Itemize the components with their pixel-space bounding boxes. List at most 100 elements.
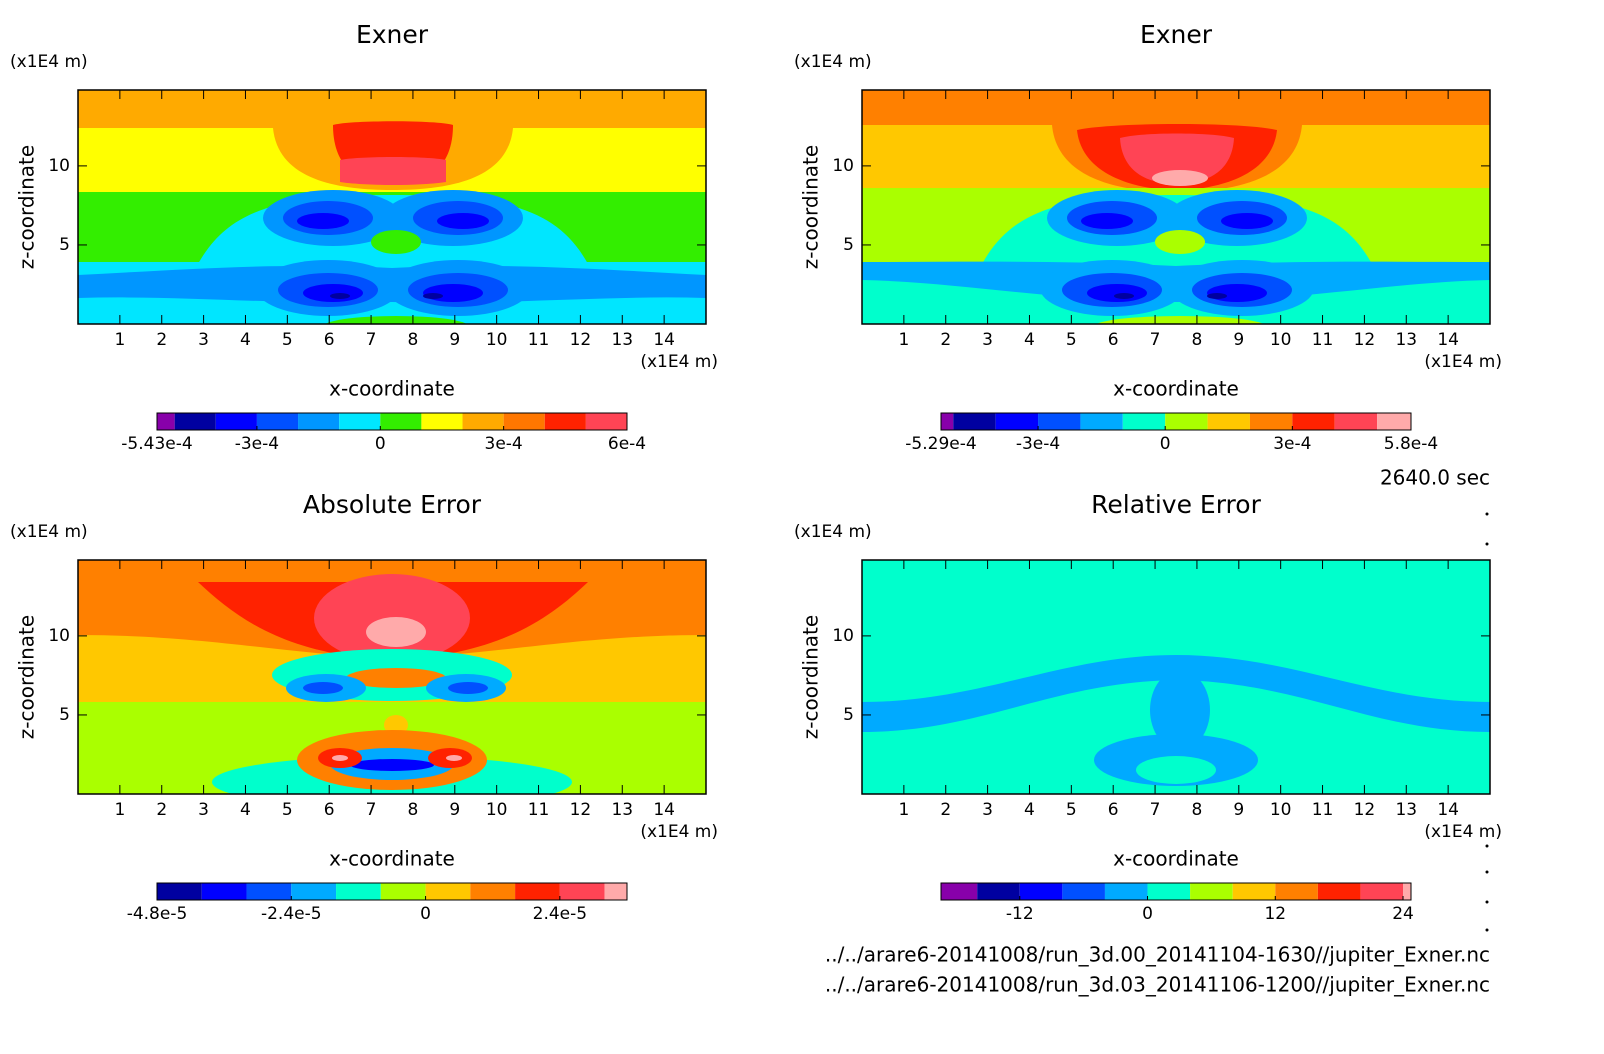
contour-field bbox=[78, 90, 706, 324]
x-tick-label: 5 bbox=[282, 330, 293, 350]
colorbar-segment bbox=[1122, 413, 1166, 430]
marker-dot bbox=[1485, 870, 1489, 874]
plot-frame bbox=[861, 559, 1491, 795]
colorbar-frame bbox=[940, 882, 1412, 901]
contour-region bbox=[1081, 213, 1133, 229]
chart-title: Exner bbox=[1140, 20, 1213, 49]
x-tick-label: 10 bbox=[486, 330, 508, 350]
contour-field bbox=[78, 560, 706, 794]
y-unit: (x1E4 m) bbox=[794, 52, 872, 72]
contour-region bbox=[340, 157, 446, 185]
x-unit: (x1E4 m) bbox=[640, 822, 718, 842]
colorbar-segment bbox=[246, 883, 292, 900]
colorbar-segment bbox=[256, 413, 299, 430]
x-tick-label: 8 bbox=[408, 800, 419, 820]
marker-dot bbox=[1485, 542, 1489, 546]
contour-region bbox=[423, 293, 443, 299]
plot-frame bbox=[861, 89, 1491, 325]
colorbar-tick-label: -3e-4 bbox=[235, 434, 279, 454]
contour-region bbox=[346, 668, 446, 688]
colorbar-segment bbox=[585, 413, 627, 430]
colorbar-tick-label: -2.4e-5 bbox=[261, 904, 322, 924]
colorbar-segment bbox=[157, 883, 202, 900]
marker-dot bbox=[1485, 844, 1489, 848]
colorbar-segment bbox=[1377, 413, 1411, 430]
contour-region bbox=[371, 230, 421, 254]
x-tick-label: 1 bbox=[114, 330, 125, 350]
x-tick-label: 5 bbox=[1066, 800, 1077, 820]
x-tick-label: 13 bbox=[1395, 330, 1417, 350]
x-tick-label: 3 bbox=[982, 330, 993, 350]
contour-region bbox=[332, 755, 348, 761]
contour-region bbox=[446, 755, 462, 761]
colorbar-segment bbox=[470, 883, 516, 900]
contour-region bbox=[1114, 293, 1134, 299]
x-tick-label: 8 bbox=[1192, 800, 1203, 820]
contour-region bbox=[1221, 213, 1273, 229]
y-tick-label: 5 bbox=[843, 705, 854, 725]
x-tick-label: 6 bbox=[1108, 800, 1119, 820]
colorbar-segment bbox=[559, 883, 605, 900]
x-axis-label: x-coordinate bbox=[1113, 377, 1239, 401]
y-axis-label: z-coordinate bbox=[799, 145, 823, 269]
contour-region bbox=[297, 213, 349, 229]
x-tick-label: 9 bbox=[449, 800, 460, 820]
colorbar-segment bbox=[941, 883, 978, 900]
colorbar-segment bbox=[1062, 883, 1105, 900]
x-tick-label: 5 bbox=[1066, 330, 1077, 350]
colorbar-segment bbox=[298, 413, 340, 430]
y-tick-label: 10 bbox=[48, 156, 70, 176]
colorbar-tick-label: 3e-4 bbox=[485, 434, 523, 454]
x-tick-label: 10 bbox=[1270, 330, 1292, 350]
x-tick-label: 14 bbox=[1437, 800, 1459, 820]
x-tick-label: 13 bbox=[611, 800, 633, 820]
x-tick-label: 1 bbox=[898, 330, 909, 350]
chart-title: Absolute Error bbox=[303, 490, 482, 519]
x-tick-label: 3 bbox=[198, 800, 209, 820]
colorbar-segment bbox=[174, 413, 216, 430]
x-tick-label: 11 bbox=[1312, 800, 1334, 820]
colorbar-tick-label: -5.29e-4 bbox=[905, 434, 976, 454]
contour-region bbox=[303, 682, 343, 694]
file-path: ../../arare6-20141008/run_3d.03_20141106… bbox=[825, 973, 1490, 997]
x-tick-label: 10 bbox=[1270, 800, 1292, 820]
colorbar-segment bbox=[1207, 413, 1250, 430]
contour-region bbox=[423, 284, 483, 302]
marker-dot bbox=[1485, 900, 1489, 904]
x-tick-label: 7 bbox=[366, 330, 377, 350]
contour-region bbox=[384, 715, 408, 735]
colorbar-segment bbox=[515, 883, 560, 900]
time-label: 2640.0 sec bbox=[1380, 466, 1490, 490]
contour-region bbox=[1152, 170, 1208, 186]
colorbar-segment bbox=[1403, 883, 1411, 900]
x-tick-label: 10 bbox=[486, 800, 508, 820]
colorbar-segment bbox=[1080, 413, 1123, 430]
marker-dot bbox=[1485, 928, 1489, 932]
x-axis-label: x-coordinate bbox=[1113, 847, 1239, 871]
colorbar-frame bbox=[156, 882, 628, 901]
x-tick-label: 12 bbox=[1354, 800, 1376, 820]
x-tick-label: 9 bbox=[1233, 800, 1244, 820]
colorbar-segment bbox=[339, 413, 381, 430]
x-tick-label: 4 bbox=[240, 330, 251, 350]
x-tick-label: 4 bbox=[1024, 330, 1035, 350]
contour-region bbox=[1207, 284, 1267, 302]
colorbar-segment bbox=[201, 883, 247, 900]
colorbar-segment bbox=[995, 413, 1039, 430]
marker-dot bbox=[1485, 512, 1489, 516]
colorbar-tick-label: 3e-4 bbox=[1273, 434, 1311, 454]
plot-frame bbox=[77, 559, 707, 795]
x-tick-label: 8 bbox=[408, 330, 419, 350]
x-tick-label: 13 bbox=[611, 330, 633, 350]
y-tick-label: 5 bbox=[59, 705, 70, 725]
colorbar-segment bbox=[215, 413, 257, 430]
x-tick-label: 11 bbox=[1312, 330, 1334, 350]
contour-region bbox=[303, 284, 363, 302]
contour-region bbox=[1096, 316, 1264, 324]
y-unit: (x1E4 m) bbox=[10, 522, 88, 542]
colorbar-tick-label: 0 bbox=[1160, 434, 1171, 454]
colorbar-segment bbox=[1292, 413, 1335, 430]
colorbar-segment bbox=[1249, 413, 1293, 430]
colorbar-tick-label: -12 bbox=[1006, 904, 1034, 924]
colorbar-segment bbox=[503, 413, 545, 430]
